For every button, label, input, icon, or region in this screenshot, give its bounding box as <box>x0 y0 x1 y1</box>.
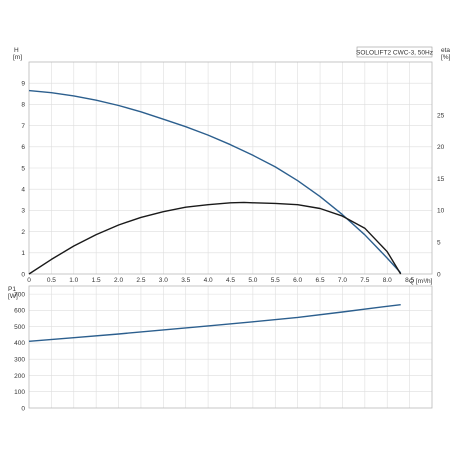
eta-tick-label: 0 <box>437 271 441 278</box>
eta-tick-labels: 0 5 10 15 20 25 <box>437 112 445 278</box>
x-tick-label: 5.5 <box>271 277 280 284</box>
h-tick-label: 5 <box>21 165 25 172</box>
h-tick-label: 7 <box>21 123 25 130</box>
h-axis-unit: [m] <box>13 54 22 61</box>
h-tick-label: 4 <box>21 187 25 194</box>
eta-tick-label: 20 <box>437 144 445 151</box>
p1-tick-label: 300 <box>14 357 25 364</box>
x-tick-label: 2.5 <box>136 277 145 284</box>
eta-tick-label: 15 <box>437 176 445 183</box>
x-tick-label: 1.5 <box>92 277 101 284</box>
p1-tick-label: 100 <box>14 389 25 396</box>
h-curve <box>28 89 402 274</box>
bottom-plot-frame <box>28 285 433 409</box>
x-tick-labels: 0 0.5 1.0 1.5 2.0 2.5 3.0 3.5 4.0 4.5 5.0 5.5 6.0 6.5… <box>27 277 414 284</box>
h-tick-label: 8 <box>21 102 25 109</box>
top-curves <box>28 89 402 275</box>
h-tick-label: 2 <box>21 229 25 236</box>
p1-curve <box>28 304 401 342</box>
x-tick-label: 1.0 <box>69 277 78 284</box>
legend-box: SOLOLIFT2 CWC-3, 50Hz <box>356 46 433 58</box>
eta-axis-name: eta <box>441 47 450 54</box>
head-efficiency-panel: 0 0.5 1.0 1.5 2.0 2.5 3.0 3.5 4.0 4.5 5.0 5.5 6.0 6.5… <box>13 46 451 285</box>
p1-tick-label: 500 <box>14 324 25 331</box>
power-panel: 0 100 200 300 400 500 600 700 P1 [W] <box>8 285 433 412</box>
x-tick-label: 6.0 <box>293 277 302 284</box>
eta-tick-label: 5 <box>437 239 441 246</box>
p1-axis-unit: [W] <box>8 293 18 300</box>
x-tick-label: 4.5 <box>226 277 235 284</box>
x-tick-label: 4.0 <box>204 277 213 284</box>
x-tick-label: 8.0 <box>383 277 392 284</box>
bottom-gridlines <box>29 286 432 408</box>
h-axis-name: H <box>14 47 19 54</box>
x-tick-label: 3.5 <box>181 277 190 284</box>
eta-axis-unit: [%] <box>441 54 451 61</box>
h-tick-label: 9 <box>21 81 25 88</box>
h-tick-label: 3 <box>21 208 25 215</box>
p1-tick-labels: 0 100 200 300 400 500 600 700 <box>14 291 25 412</box>
h-tick-label: 0 <box>21 271 25 278</box>
x-tick-label: 3.0 <box>159 277 168 284</box>
p1-tick-label: 700 <box>14 291 25 298</box>
eta-curve <box>28 201 402 275</box>
h-tick-label: 6 <box>21 144 25 151</box>
x-tick-label: 0 <box>27 277 31 284</box>
p1-tick-label: 600 <box>14 308 25 315</box>
p1-tick-label: 0 <box>21 405 25 412</box>
x-tick-label: 0.5 <box>47 277 56 284</box>
top-plot-frame <box>28 61 433 275</box>
x-tick-label: 5.0 <box>248 277 257 284</box>
x-tick-label: 6.5 <box>316 277 325 284</box>
bottom-curves <box>28 304 401 342</box>
x-tick-label: 2.0 <box>114 277 123 284</box>
eta-tick-label: 10 <box>437 208 445 215</box>
p1-tick-label: 200 <box>14 373 25 380</box>
x-tick-label: 7.0 <box>338 277 347 284</box>
h-tick-labels: 0 1 2 3 4 5 6 7 8 9 <box>21 81 25 279</box>
p1-axis-name: P1 <box>8 286 16 293</box>
p1-tick-label: 400 <box>14 340 25 347</box>
q-axis-label: Q [m³/h] <box>409 278 433 285</box>
x-tick-label: 7.5 <box>360 277 369 284</box>
h-tick-label: 1 <box>21 250 25 257</box>
top-gridlines <box>29 62 432 274</box>
legend-label: SOLOLIFT2 CWC-3, 50Hz <box>356 49 433 56</box>
x-tick-label: 8.5 <box>405 277 414 284</box>
eta-tick-label: 25 <box>437 112 445 119</box>
